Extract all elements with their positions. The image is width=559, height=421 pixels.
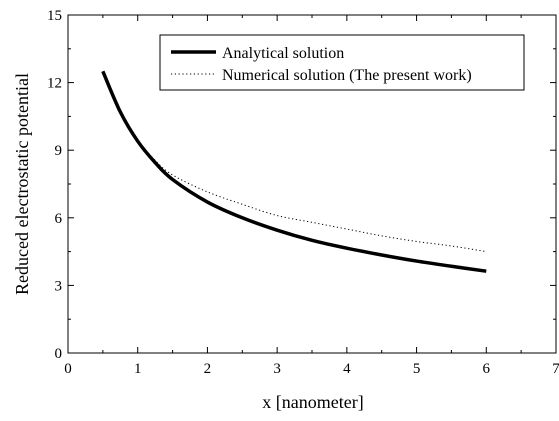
- y-tick-label: 3: [55, 278, 63, 294]
- series-line-numerical: [102, 71, 487, 253]
- x-tick-labels: 0 1 2 3 4 5 6 7: [64, 361, 559, 377]
- legend-box: [159, 34, 525, 91]
- x-tick-label: 7: [552, 361, 559, 377]
- x-tick-label: 5: [413, 361, 421, 377]
- x-tick-label: 4: [343, 361, 351, 377]
- axis-ticks: [67, 14, 557, 354]
- x-tick-label: 1: [134, 361, 142, 377]
- series-lines: [101, 70, 487, 273]
- y-tick-label: 9: [55, 143, 63, 159]
- y-tick-label: 12: [47, 76, 62, 92]
- x-tick-label: 2: [204, 361, 212, 377]
- y-tick-label: 0: [55, 346, 63, 362]
- y-tick-labels: 0 3 6 9 12 15: [47, 8, 63, 362]
- x-tick-label: 0: [64, 361, 72, 377]
- legend: Analytical solution Numerical solution (…: [159, 34, 525, 91]
- x-tick-label: 3: [273, 361, 281, 377]
- y-axis-label: Reduced electrostatic potential: [12, 73, 32, 295]
- y-tick-label: 15: [47, 8, 62, 24]
- x-tick-label: 6: [483, 361, 491, 377]
- legend-label-analytical: Analytical solution: [222, 45, 344, 62]
- legend-label-numerical: Numerical solution (The present work): [222, 67, 472, 84]
- x-axis-label: x [nanometer]: [262, 392, 363, 412]
- series-line-analytical: [101, 70, 487, 273]
- y-tick-label: 6: [55, 211, 63, 227]
